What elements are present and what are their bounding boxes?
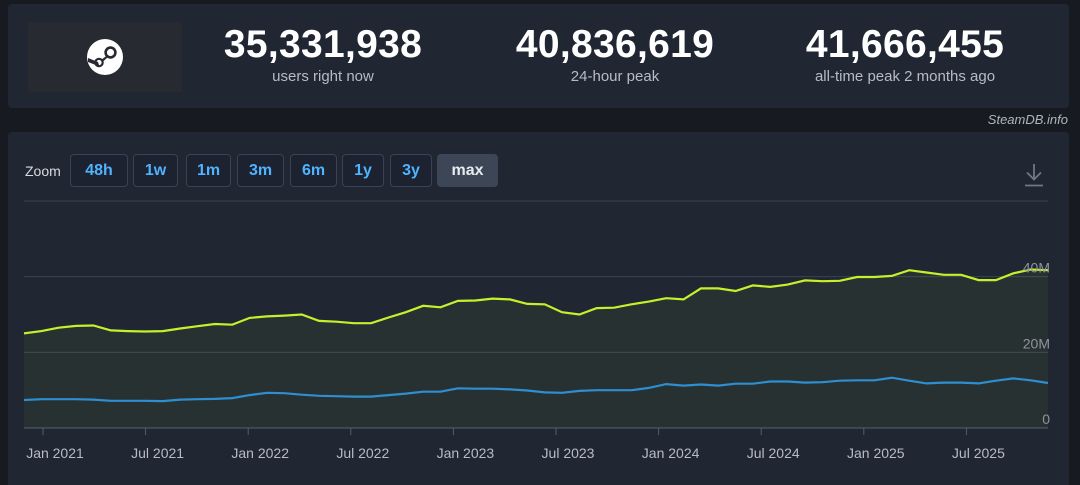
download-icon[interactable]	[1023, 162, 1045, 188]
x-tick-label: Jul 2023	[542, 445, 595, 461]
y-tick-label: 20M	[1023, 335, 1050, 351]
x-tick-label: Jul 2025	[952, 445, 1005, 461]
zoom-1y-button[interactable]: 1y	[342, 154, 384, 187]
peak-players-line	[23, 268, 1049, 335]
y-tick-label: 0	[1042, 411, 1050, 427]
users-now-stat: 35,331,938 users right now	[188, 24, 458, 88]
day-peak-label: 24-hour peak	[570, 68, 660, 85]
x-tick-label: Jan 2021	[26, 445, 84, 461]
all-time-peak-value: 41,666,455	[805, 23, 1005, 66]
x-tick-label: Jul 2021	[131, 445, 184, 461]
users-now-value: 35,331,938	[223, 23, 423, 66]
zoom-label: Zoom	[25, 163, 61, 179]
steam-logo-icon	[87, 39, 123, 75]
zoom-1m-button[interactable]: 1m	[186, 154, 231, 187]
zoom-48h-button[interactable]: 48h	[70, 154, 128, 187]
x-tick-label: Jan 2025	[847, 445, 905, 461]
x-tick-label: Jan 2024	[642, 445, 700, 461]
chart-panel: Zoom 48h 1w 1m 3m 6m 1y 3y max	[8, 132, 1069, 485]
all-time-peak-label: all-time peak 2 months ago	[814, 68, 996, 85]
zoom-3y-button[interactable]: 3y	[390, 154, 432, 187]
current-players-line	[23, 376, 1049, 403]
day-peak-stat: 40,836,619 24-hour peak	[480, 24, 750, 88]
all-time-peak-stat: 41,666,455 all-time peak 2 months ago	[770, 24, 1040, 88]
zoom-3m-button[interactable]: 3m	[237, 154, 284, 187]
users-now-label: users right now	[272, 68, 374, 85]
zoom-6m-button[interactable]: 6m	[290, 154, 337, 187]
x-tick-label: Jul 2022	[336, 445, 389, 461]
y-tick-label: 40M	[1023, 260, 1050, 276]
stats-panel: 35,331,938 users right now 40,836,619 24…	[8, 4, 1069, 108]
zoom-1w-button[interactable]: 1w	[133, 154, 178, 187]
day-peak-value: 40,836,619	[515, 23, 715, 66]
player-count-chart: 0 20M 40M Jan 2021 Jul 2021 Jan 2022 Jul 2022…	[23, 200, 1050, 461]
peak-area	[24, 269, 1048, 428]
x-tick-label: Jan 2023	[437, 445, 495, 461]
steamdb-credit: SteamDB.info	[987, 112, 1068, 127]
x-tick-label: Jul 2024	[747, 445, 800, 461]
steam-logo	[28, 22, 182, 92]
zoom-max-button[interactable]: max	[437, 154, 498, 187]
x-tick-label: Jan 2022	[231, 445, 289, 461]
